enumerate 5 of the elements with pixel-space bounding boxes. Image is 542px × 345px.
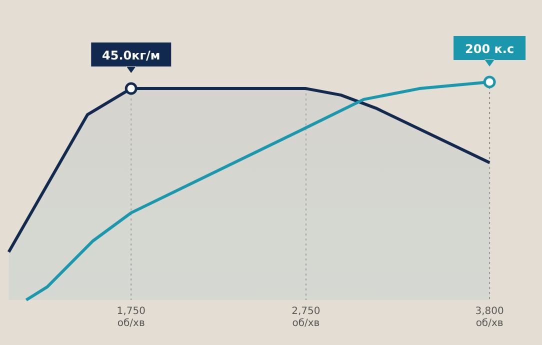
x-tick-label: 3,800 об/хв (475, 306, 504, 329)
x-tick-label: 2,750 об/хв (292, 306, 320, 329)
annotation: 45.0кг/м (102, 48, 160, 63)
annotation: 200 к.с (465, 42, 514, 56)
x-tick-label: 1,750 об/хв (116, 306, 146, 329)
